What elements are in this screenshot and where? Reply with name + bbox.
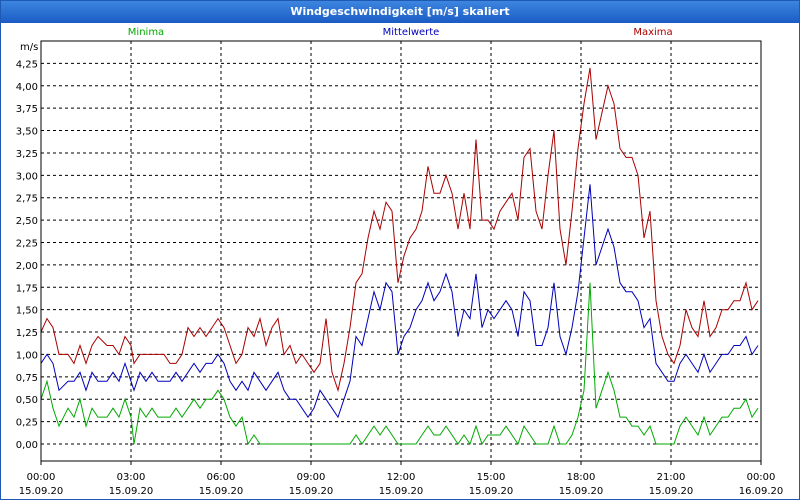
legend-maxima: Maxima bbox=[633, 27, 672, 38]
y-tick-label: 2,25 bbox=[16, 238, 38, 249]
y-tick-label: 0,25 bbox=[16, 418, 38, 429]
x-tick-date: 15.09.20 bbox=[469, 486, 514, 497]
x-tick-date: 15.09.20 bbox=[379, 486, 424, 497]
y-tick-label: 0,50 bbox=[16, 395, 38, 406]
y-axis-label: m/s bbox=[20, 42, 38, 53]
y-tick-label: 3,50 bbox=[16, 127, 38, 138]
legend-minima: Minima bbox=[128, 27, 164, 38]
x-tick-date: 15.09.20 bbox=[559, 486, 604, 497]
x-tick-time: 03:00 bbox=[117, 472, 146, 483]
chart-axes: 0,00 0,25 0,50 0,75 1,00 1,25 1,50 1,75 2,00 2,25… bbox=[16, 40, 784, 497]
x-tick-date: 15.09.20 bbox=[289, 486, 334, 497]
x-tick-time: 09:00 bbox=[297, 472, 326, 483]
y-tick-label: 1,25 bbox=[16, 328, 38, 339]
y-tick-label: 2,75 bbox=[16, 194, 38, 205]
y-tick-label: 1,75 bbox=[16, 283, 38, 294]
series-line-maxima bbox=[40, 67, 759, 393]
x-tick-date: 15.09.20 bbox=[649, 486, 694, 497]
x-tick-time: 18:00 bbox=[567, 472, 596, 483]
x-tick-time: 15:00 bbox=[477, 472, 506, 483]
y-tick-label: 3,25 bbox=[16, 149, 38, 160]
x-tick-time: 12:00 bbox=[387, 472, 416, 483]
x-tick-date: 15.09.20 bbox=[199, 486, 244, 497]
x-tick-date: 15.09.20 bbox=[109, 486, 154, 497]
y-tick-label: 0,75 bbox=[16, 373, 38, 384]
x-tick-time: 06:00 bbox=[207, 472, 236, 483]
y-tick-label: 3,00 bbox=[16, 171, 38, 182]
y-tick-label: 2,50 bbox=[16, 216, 38, 227]
series-line-mittelwerte bbox=[40, 184, 759, 419]
legend-mittelwerte: Mittelwerte bbox=[383, 27, 440, 38]
x-tick-time: 00:00 bbox=[747, 472, 776, 483]
y-tick-label: 1,50 bbox=[16, 306, 38, 317]
x-tick-time: 21:00 bbox=[657, 472, 686, 483]
y-tick-label: 1,00 bbox=[16, 350, 38, 361]
y-tick-label: 4,25 bbox=[16, 59, 38, 70]
x-tick-time: 00:00 bbox=[27, 472, 56, 483]
y-tick-label: 2,00 bbox=[16, 261, 38, 272]
x-tick-date: 16.09.20 bbox=[739, 486, 784, 497]
chart-grid bbox=[41, 41, 761, 461]
y-tick-label: 3,75 bbox=[16, 104, 38, 115]
y-tick-label: 0,00 bbox=[16, 440, 38, 451]
x-tick-date: 15.09.20 bbox=[19, 486, 64, 497]
chart-series bbox=[40, 67, 759, 446]
plot-frame bbox=[40, 40, 762, 462]
y-tick-label: 4,00 bbox=[16, 82, 38, 93]
series-line-minima bbox=[40, 282, 759, 446]
window-title: Windgeschwindigkeit [m/s] skaliert bbox=[1, 1, 799, 23]
